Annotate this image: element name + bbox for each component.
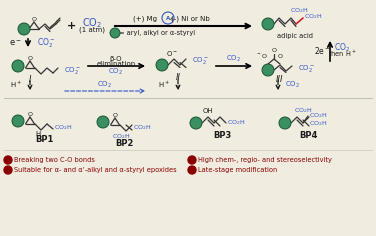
- Text: then H$^+$: then H$^+$: [328, 49, 356, 59]
- Text: A: A: [166, 16, 170, 21]
- Circle shape: [279, 117, 291, 129]
- Text: H: H: [35, 131, 41, 137]
- Text: +: +: [67, 21, 77, 31]
- Text: II: II: [176, 72, 180, 81]
- Text: Breaking two C-O bonds: Breaking two C-O bonds: [14, 157, 95, 163]
- Text: O$^-$: O$^-$: [166, 50, 178, 59]
- Text: e$^-$: e$^-$: [9, 38, 21, 48]
- Text: CO$_2$H: CO$_2$H: [227, 118, 246, 127]
- Text: CO$_2$H: CO$_2$H: [309, 120, 327, 128]
- Circle shape: [262, 18, 274, 30]
- Text: H$^+$: H$^+$: [10, 80, 22, 90]
- Circle shape: [4, 166, 12, 174]
- Text: Late-stage modification: Late-stage modification: [198, 167, 277, 173]
- Circle shape: [18, 23, 30, 35]
- Text: β-O: β-O: [110, 56, 122, 62]
- Text: adipic acid: adipic acid: [277, 33, 313, 39]
- Text: Suitable for α- and α’-alkyl and α-styryl epoxides: Suitable for α- and α’-alkyl and α-styry…: [14, 167, 177, 173]
- Text: O: O: [32, 17, 36, 22]
- Circle shape: [4, 156, 12, 164]
- Text: CO$_2$H: CO$_2$H: [304, 13, 322, 21]
- Circle shape: [188, 156, 196, 164]
- Text: H$^+$: H$^+$: [158, 80, 170, 90]
- Text: O: O: [112, 113, 117, 118]
- Text: CO$_2$H: CO$_2$H: [133, 124, 152, 132]
- Text: CO$_2$H: CO$_2$H: [112, 133, 130, 141]
- Text: 2e$^-$: 2e$^-$: [314, 46, 331, 56]
- Circle shape: [190, 117, 202, 129]
- Circle shape: [188, 166, 196, 174]
- Text: BP2: BP2: [115, 139, 133, 148]
- Text: CO$_2^-$: CO$_2^-$: [297, 63, 314, 73]
- Text: CO$_2$: CO$_2$: [285, 80, 300, 90]
- Text: (1 atm): (1 atm): [79, 27, 105, 33]
- Text: BP1: BP1: [35, 135, 53, 144]
- Text: CO$_2$: CO$_2$: [226, 54, 241, 64]
- Text: High chem-, regio- and stereoselectivity: High chem-, regio- and stereoselectivity: [198, 157, 332, 163]
- Text: O: O: [27, 56, 32, 61]
- Text: CO$_2$H: CO$_2$H: [54, 124, 72, 132]
- Text: CO$_2^-$: CO$_2^-$: [64, 64, 80, 76]
- Text: O: O: [277, 54, 282, 59]
- Text: elimination: elimination: [96, 61, 136, 67]
- Circle shape: [12, 60, 24, 72]
- Text: O: O: [27, 112, 32, 117]
- Text: = aryl, alkyl or α-styryl: = aryl, alkyl or α-styryl: [119, 30, 195, 36]
- Circle shape: [12, 115, 24, 127]
- Text: I: I: [29, 75, 31, 84]
- Text: O: O: [271, 49, 276, 54]
- Text: (+) Mg: (+) Mg: [133, 16, 157, 22]
- Text: CO$_2$: CO$_2$: [97, 80, 112, 90]
- Text: (-) Ni or Nb: (-) Ni or Nb: [171, 16, 209, 22]
- Text: BP4: BP4: [299, 131, 317, 140]
- Text: CO$_2^-$: CO$_2^-$: [191, 55, 208, 67]
- Text: $^-$O: $^-$O: [256, 52, 268, 60]
- Text: OH: OH: [203, 108, 213, 114]
- Text: BP3: BP3: [213, 131, 231, 140]
- Text: CO$_2$H: CO$_2$H: [294, 106, 312, 115]
- Circle shape: [156, 59, 168, 71]
- Text: CO$_2$H: CO$_2$H: [309, 112, 327, 120]
- Text: CO$_2$: CO$_2$: [82, 16, 102, 30]
- Text: III: III: [276, 75, 284, 84]
- Text: CO$_2^-$: CO$_2^-$: [37, 36, 55, 50]
- Circle shape: [262, 64, 274, 76]
- Text: CO$_2$: CO$_2$: [334, 42, 350, 54]
- Circle shape: [97, 116, 109, 128]
- Circle shape: [110, 28, 120, 38]
- Text: CO$_2$: CO$_2$: [108, 67, 124, 77]
- Text: CO$_2$H: CO$_2$H: [290, 7, 308, 15]
